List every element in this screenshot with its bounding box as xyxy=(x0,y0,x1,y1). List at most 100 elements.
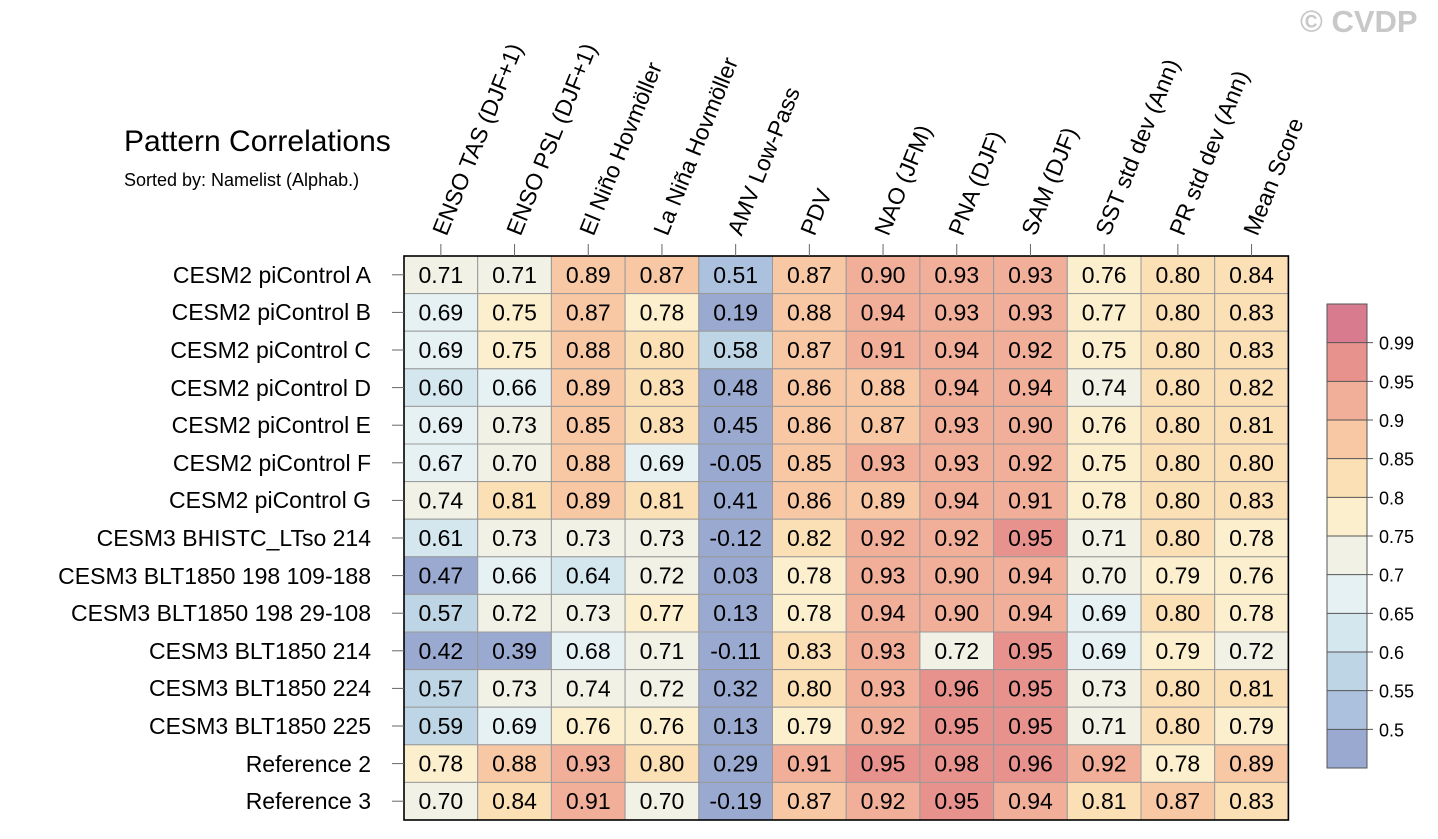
heatmap-cell xyxy=(1214,405,1289,445)
heatmap-cell xyxy=(919,368,995,407)
cell-value-label: 0.67 xyxy=(418,450,463,476)
heatmap-cell xyxy=(845,631,921,671)
heatmap-cell xyxy=(403,405,479,445)
heatmap-cell xyxy=(1214,443,1289,483)
cell-value-label: 0.80 xyxy=(1155,412,1200,438)
heatmap-cell xyxy=(550,518,626,558)
cell-value-label: 0.57 xyxy=(418,675,463,701)
cell-value-label: 0.90 xyxy=(934,563,979,589)
heatmap-cell xyxy=(698,556,773,595)
cell-value-label: 0.77 xyxy=(640,600,685,626)
cell-value-label: 0.81 xyxy=(640,487,685,513)
cell-value-label: 0.60 xyxy=(418,375,463,401)
heatmap-cell xyxy=(624,631,700,671)
heatmap-cell xyxy=(403,443,479,483)
cell-value-label: 0.88 xyxy=(566,450,611,476)
heatmap-cell xyxy=(1066,556,1142,595)
cell-value-label: 0.71 xyxy=(1082,713,1127,739)
cell-value-label: 0.94 xyxy=(1008,600,1053,626)
cell-value-label: 0.72 xyxy=(640,563,685,589)
colorbar-tick-label: 0.9 xyxy=(1379,411,1404,431)
row-label: CESM3 BLT1850 214 xyxy=(148,637,371,664)
heatmap-cell xyxy=(1140,293,1216,332)
cell-value-label: 0.76 xyxy=(1082,412,1127,438)
cell-value-label: 0.92 xyxy=(861,713,906,739)
cell-value-label: 0.93 xyxy=(934,412,979,438)
cell-value-label: 0.87 xyxy=(787,788,832,814)
heatmap-cell xyxy=(624,443,700,483)
colorbar-tick-label: 0.55 xyxy=(1379,682,1414,702)
cell-value-label: 0.79 xyxy=(1155,638,1200,664)
cell-value-label: 0.13 xyxy=(713,600,758,626)
cell-value-label: 0.80 xyxy=(1229,450,1274,476)
cell-value-label: 0.94 xyxy=(1008,563,1053,589)
cell-value-label: 0.19 xyxy=(713,299,758,325)
heatmap-cell xyxy=(845,405,921,445)
heatmap-cell xyxy=(993,443,1068,483)
heatmap-cell xyxy=(845,669,921,708)
heatmap-cell xyxy=(919,255,995,295)
cell-value-label: 0.92 xyxy=(934,525,979,551)
cell-value-label: 0.69 xyxy=(640,450,685,476)
cell-value-label: 0.80 xyxy=(1155,337,1200,363)
heatmap-cell xyxy=(845,518,921,558)
cell-value-label: 0.42 xyxy=(418,638,463,664)
cell-value-label: 0.76 xyxy=(566,713,611,739)
cell-value-label: 0.86 xyxy=(787,487,832,513)
heatmap-cell xyxy=(403,631,479,671)
cell-value-label: 0.76 xyxy=(640,713,685,739)
heatmap-cell xyxy=(845,293,921,332)
cell-value-label: 0.72 xyxy=(492,600,537,626)
colorbar-tick-label: 0.8 xyxy=(1379,488,1404,508)
colorbar-segment xyxy=(1327,420,1367,459)
heatmap-cell xyxy=(1066,631,1142,671)
heatmap-cell xyxy=(845,481,921,520)
row-label: CESM2 piControl A xyxy=(172,261,371,288)
heatmap-cell xyxy=(698,293,773,332)
heatmap-cell xyxy=(845,330,921,370)
heatmap-cell xyxy=(1140,593,1216,633)
heatmap-cell xyxy=(1140,255,1216,295)
heatmap-cell xyxy=(1214,518,1289,558)
cell-value-label: 0.93 xyxy=(934,450,979,476)
cell-value-label: 0.66 xyxy=(492,563,537,589)
cell-value-label: 0.95 xyxy=(1008,525,1053,551)
cell-value-label: 0.93 xyxy=(934,262,979,288)
row-label: CESM3 BLT1850 225 xyxy=(148,713,371,739)
cell-value-label: 0.78 xyxy=(1229,600,1274,626)
cell-value-label: 0.66 xyxy=(492,375,537,401)
cell-value-label: 0.75 xyxy=(492,299,537,325)
row-label: CESM3 BLT1850 224 xyxy=(148,675,371,702)
colorbar-tick-label: 0.99 xyxy=(1379,334,1414,354)
heatmap-cell xyxy=(772,368,847,407)
cell-value-label: 0.81 xyxy=(1229,675,1274,701)
heatmap-cell xyxy=(477,293,552,332)
chart-title: Pattern Correlations xyxy=(124,125,391,158)
heatmap-cell xyxy=(550,593,626,633)
heatmap-cell xyxy=(772,481,847,520)
cell-value-label: 0.80 xyxy=(640,337,685,363)
cell-value-label: 0.87 xyxy=(861,412,906,438)
cell-value-label: 0.86 xyxy=(787,412,832,438)
cell-value-label: 0.91 xyxy=(861,337,906,363)
cell-value-label: 0.69 xyxy=(1082,600,1127,626)
heatmap-cell xyxy=(919,631,995,671)
cell-value-label: 0.87 xyxy=(787,262,832,288)
heatmap-cell xyxy=(550,330,626,370)
cell-value-label: 0.92 xyxy=(1008,337,1053,363)
colorbar-segment xyxy=(1327,458,1367,498)
cell-value-label: -0.11 xyxy=(710,638,761,664)
heatmap-cell xyxy=(477,706,552,746)
cell-value-label: 0.73 xyxy=(566,600,611,626)
cell-value-label: 0.73 xyxy=(492,525,537,551)
cell-value-label: 0.88 xyxy=(787,299,832,325)
heatmap-cell xyxy=(624,706,700,746)
cell-value-label: 0.95 xyxy=(1008,675,1053,701)
cell-value-label: 0.80 xyxy=(1155,299,1200,325)
cell-value-label: 0.77 xyxy=(1082,299,1127,325)
heatmap-cell xyxy=(772,293,847,332)
heatmap-cell xyxy=(1214,631,1289,671)
cell-value-label: 0.73 xyxy=(640,525,685,551)
cell-value-label: 0.32 xyxy=(713,675,758,701)
